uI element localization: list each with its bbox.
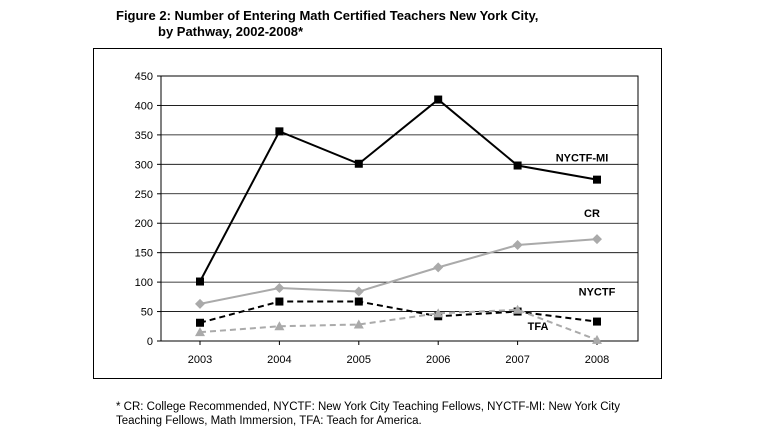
y-axis-ticks: 0 50 100 150 200 250 300 350 400 450 — [135, 71, 161, 348]
y-tick-label: 400 — [135, 100, 153, 112]
chart-title-line2: by Pathway, 2002-2008* — [158, 24, 304, 39]
data-point-cr — [353, 286, 364, 297]
data-point-nyctf — [275, 297, 284, 306]
y-tick-label: 350 — [135, 130, 153, 142]
x-tick-label: 2007 — [505, 354, 529, 366]
series-group — [195, 95, 602, 344]
data-point-tfa — [274, 321, 285, 331]
gridlines — [160, 75, 639, 342]
x-tick-label: 2004 — [267, 354, 291, 366]
chart-frame — [93, 48, 662, 379]
data-point-nyctf — [196, 318, 204, 327]
y-tick-label: 100 — [135, 277, 153, 289]
y-tick-label: 0 — [147, 336, 153, 348]
data-point-nyctf-mi — [434, 95, 443, 104]
data-point-nyctf-mi — [354, 159, 363, 168]
footnote: * CR: College Recommended, NYCTF: New Yo… — [116, 400, 676, 428]
series-line-cr — [199, 238, 598, 305]
x-axis-ticks: 2003 2004 2005 2006 2007 2008 — [188, 341, 609, 366]
y-tick-label: 300 — [135, 159, 153, 171]
x-tick-label: 2006 — [426, 354, 450, 366]
series-labels: NYCTF-MI CR NYCTF TFA — [528, 153, 616, 333]
series-label-nyctf: NYCTF — [579, 287, 616, 299]
series-label-cr: CR — [584, 208, 600, 220]
x-tick-label: 2003 — [188, 354, 212, 366]
data-point-cr — [512, 240, 523, 251]
data-point-nyctf-mi — [196, 277, 204, 286]
plot-area — [160, 75, 639, 342]
footnote-line1: * CR: College Recommended, NYCTF: New Yo… — [116, 401, 621, 413]
y-tick-label: 150 — [135, 248, 153, 260]
data-point-cr — [195, 298, 205, 309]
data-point-tfa — [512, 304, 523, 314]
data-point-tfa — [433, 308, 444, 318]
series-line-nyctf-mi — [199, 98, 598, 282]
chart-title: Figure 2: Number of Entering Math Certif… — [116, 8, 538, 40]
data-point-nyctf — [354, 297, 363, 306]
data-point-nyctf — [593, 317, 601, 326]
data-point-nyctf-mi — [513, 161, 522, 170]
y-tick-label: 250 — [135, 189, 153, 201]
chart-title-line1: Figure 2: Number of Entering Math Certif… — [116, 8, 539, 23]
data-point-cr — [592, 234, 602, 245]
data-point-tfa — [592, 334, 602, 344]
y-tick-label: 50 — [141, 307, 153, 319]
series-label-tfa: TFA — [528, 321, 549, 333]
x-tick-label: 2005 — [347, 354, 371, 366]
data-point-nyctf-mi — [593, 175, 601, 184]
footnote-line2: Teaching Fellows, Math Immersion, TFA: T… — [116, 415, 422, 427]
series-label-nyctf-mi: NYCTF-MI — [556, 153, 609, 165]
series-line-tfa — [199, 308, 598, 341]
y-tick-label: 450 — [135, 71, 153, 83]
data-point-nyctf-mi — [275, 127, 284, 136]
data-point-cr — [274, 283, 285, 293]
data-point-tfa — [353, 319, 364, 329]
series-line-nyctf — [199, 300, 598, 324]
data-point-tfa — [195, 327, 205, 337]
data-point-cr — [433, 262, 444, 273]
x-tick-label: 2008 — [585, 354, 609, 366]
y-tick-label: 200 — [135, 218, 153, 230]
